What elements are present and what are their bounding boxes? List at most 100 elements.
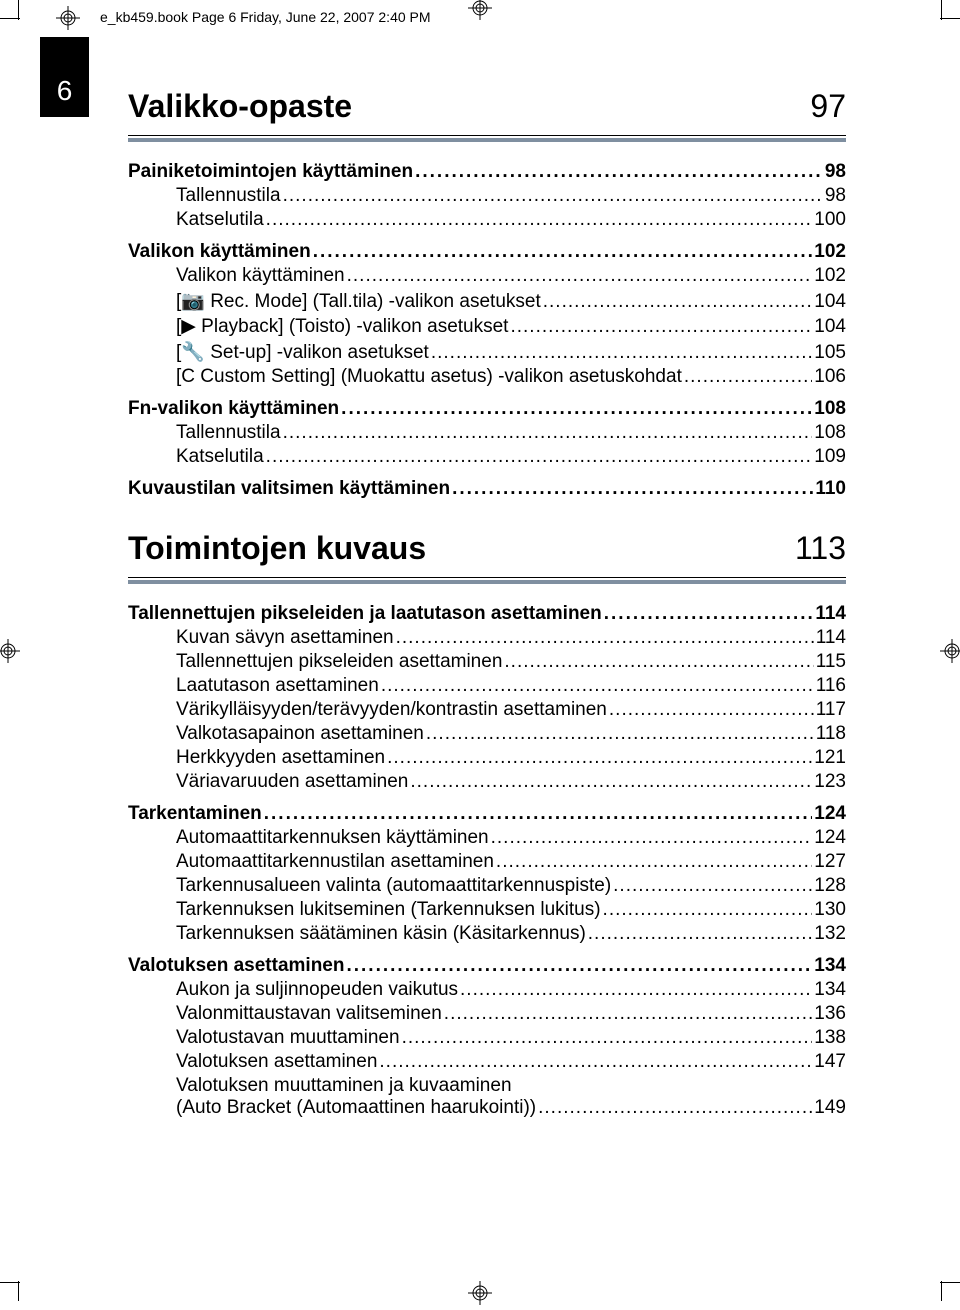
subsection-label: Laatutason asettaminen xyxy=(176,675,379,697)
subsection-label: Valotustavan muuttaminen xyxy=(176,1027,400,1049)
subsection-page: 147 xyxy=(814,1051,846,1073)
subsection-page: 108 xyxy=(814,422,846,444)
leader-dots xyxy=(347,265,813,287)
subsection-label: [▶ Playback] (Toisto) -valikon asetukset xyxy=(176,315,508,338)
subsection-page: 134 xyxy=(814,979,846,1001)
section-row: Painiketoimintojen käyttäminen 98 xyxy=(128,161,846,183)
crop-mark xyxy=(0,1282,20,1283)
subsection-label: Katselutila xyxy=(176,446,264,468)
subsection-label: [C Custom Setting] (Muokattu asetus) -va… xyxy=(176,366,682,388)
chapter-heading: Toimintojen kuvaus 113 xyxy=(128,530,846,567)
registration-mark xyxy=(468,1281,492,1305)
toc-content: Valikko-opaste97Painiketoimintojen käytt… xyxy=(128,88,846,1121)
leader-dots xyxy=(410,771,812,793)
leader-dots xyxy=(346,955,812,977)
subsection-row: Valkotasapainon asettaminen 118 xyxy=(176,723,846,745)
section-label: Tallennettujen pikseleiden ja laatutason… xyxy=(128,603,602,625)
section-page: 98 xyxy=(825,161,846,183)
chapter-rule xyxy=(128,577,846,585)
subsection-label: [📷 Rec. Mode] (Tall.tila) -valikon asetu… xyxy=(176,289,541,313)
subsection-page: 115 xyxy=(816,651,846,673)
subsection-label: Katselutila xyxy=(176,209,264,231)
registration-mark xyxy=(468,0,492,20)
leader-dots xyxy=(538,1097,812,1119)
leader-dots xyxy=(460,979,812,1001)
subsection-page: 118 xyxy=(816,723,846,745)
section-row: Valikon käyttäminen 102 xyxy=(128,241,846,263)
leader-dots xyxy=(341,398,812,420)
subsection-row: [▶ Playback] (Toisto) -valikon asetukset… xyxy=(176,315,846,338)
leader-dots xyxy=(496,851,812,873)
subsection-row: Tallennettujen pikseleiden asettaminen11… xyxy=(176,651,846,673)
subsection-row: Tallennustila98 xyxy=(176,185,846,207)
chapter-title: Valikko-opaste xyxy=(128,88,352,125)
section-page: 134 xyxy=(814,955,846,977)
page-number-tab: 6 xyxy=(40,37,89,117)
chapter-title: Toimintojen kuvaus xyxy=(128,530,426,567)
section-row: Fn-valikon käyttäminen 108 xyxy=(128,398,846,420)
leader-dots xyxy=(613,875,812,897)
registration-mark xyxy=(0,639,20,663)
leader-dots xyxy=(266,446,813,468)
section-page: 110 xyxy=(815,478,846,500)
subsection-label: [🔧 Set-up] -valikon asetukset xyxy=(176,340,429,364)
subsection-row: [🔧 Set-up] -valikon asetukset 105 xyxy=(176,340,846,364)
subsection-page: 127 xyxy=(814,851,846,873)
subsection-page: 128 xyxy=(814,875,846,897)
subsection-row: Tarkennuksen säätäminen käsin (Käsitarke… xyxy=(176,923,846,945)
subsection-page: 104 xyxy=(814,291,846,313)
subsection-label: (Auto Bracket (Automaattinen haarukointi… xyxy=(176,1097,536,1119)
subsection-row: Tarkennuksen lukitseminen (Tarkennuksen … xyxy=(176,899,846,921)
subsection-row: Katselutila100 xyxy=(176,209,846,231)
subsection-row: Valonmittaustavan valitseminen136 xyxy=(176,1003,846,1025)
subsection-page: 109 xyxy=(814,446,846,468)
subsection-page: 116 xyxy=(816,675,846,697)
section-row: Kuvaustilan valitsimen käyttäminen 110 xyxy=(128,478,846,500)
crop-mark xyxy=(18,1281,19,1301)
section-label: Painiketoimintojen käyttäminen xyxy=(128,161,413,183)
subsection-label: Valotuksen muuttaminen ja kuvaaminen xyxy=(176,1075,846,1097)
subsection-label: Valkotasapainon asettaminen xyxy=(176,723,424,745)
chapter-page: 113 xyxy=(795,530,846,567)
crop-mark xyxy=(940,1282,960,1283)
subsection-row: Valotuksen asettaminen 147 xyxy=(176,1051,846,1073)
subsection-row: Tarkennusalueen valinta (automaattitarke… xyxy=(176,875,846,897)
crop-mark xyxy=(941,0,942,20)
crop-mark xyxy=(941,1281,942,1301)
crop-mark xyxy=(940,18,960,19)
section-label: Valikon käyttäminen xyxy=(128,241,311,263)
subsection-page: 136 xyxy=(814,1003,846,1025)
subsection-label: Automaattitarkennustilan asettaminen xyxy=(176,851,494,873)
subsection-row: Aukon ja suljinnopeuden vaikutus134 xyxy=(176,979,846,1001)
subsection-label: Tallennustila xyxy=(176,422,281,444)
subsection-label: Valotuksen asettaminen xyxy=(176,1051,377,1073)
subsection-page: 105 xyxy=(814,342,846,364)
subsection-row: [📷 Rec. Mode] (Tall.tila) -valikon asetu… xyxy=(176,289,846,313)
leader-dots xyxy=(603,899,813,921)
leader-dots xyxy=(387,747,812,769)
subsection-page: 102 xyxy=(814,265,846,287)
subsection-row: Automaattitarkennustilan asettaminen 127 xyxy=(176,851,846,873)
leader-dots xyxy=(379,1051,812,1073)
subsection-label: Kuvan sävyn asettaminen xyxy=(176,627,394,649)
leader-dots xyxy=(415,161,823,183)
crop-mark xyxy=(18,0,19,20)
section-page: 124 xyxy=(814,803,846,825)
leader-dots xyxy=(381,675,814,697)
subsection-page: 117 xyxy=(816,699,846,721)
leader-dots xyxy=(504,651,813,673)
leader-dots xyxy=(604,603,814,625)
subsection-label: Automaattitarkennuksen käyttäminen xyxy=(176,827,489,849)
registration-mark xyxy=(56,6,80,30)
section-row: Valotuksen asettaminen 134 xyxy=(128,955,846,977)
subsection-row: Väriavaruuden asettaminen123 xyxy=(176,771,846,793)
section-page: 102 xyxy=(814,241,846,263)
section-label: Kuvaustilan valitsimen käyttäminen xyxy=(128,478,450,500)
subsection-page: 106 xyxy=(814,366,846,388)
page-header: e_kb459.book Page 6 Friday, June 22, 200… xyxy=(100,9,431,25)
subsection-row: Valotuksen muuttaminen ja kuvaaminen(Aut… xyxy=(176,1075,846,1119)
section-row: Tallennettujen pikseleiden ja laatutason… xyxy=(128,603,846,625)
leader-dots xyxy=(543,291,813,313)
leader-dots xyxy=(402,1027,813,1049)
leader-dots xyxy=(452,478,813,500)
